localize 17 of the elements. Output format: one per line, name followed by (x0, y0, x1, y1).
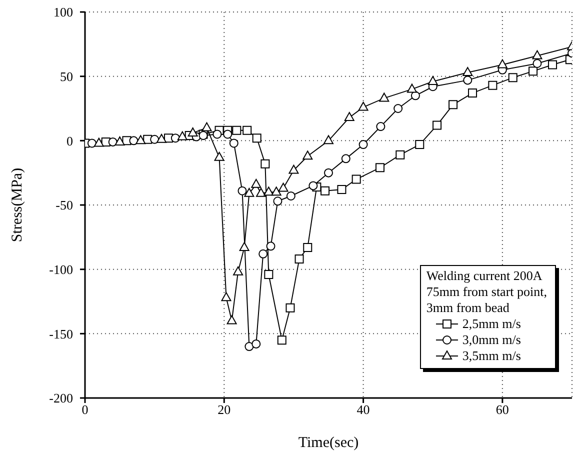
y-tick-label: -100 (49, 262, 73, 277)
legend-label: 2,5mm m/s (462, 316, 521, 332)
x-tick-label: 20 (218, 402, 231, 418)
y-tick-label: -150 (49, 326, 73, 342)
y-tick-label: 100 (54, 4, 73, 20)
legend-label: 3,0mm m/s (462, 332, 521, 348)
x-tick-label: 0 (82, 402, 88, 418)
legend-label: 3,5mm m/s (462, 348, 521, 364)
y-tick-label: -50 (56, 198, 73, 213)
x-tick-label: 40 (356, 402, 370, 418)
y-axis-title: Stress(MPa) (9, 168, 26, 242)
y-tick-label: -200 (49, 390, 73, 406)
x-axis-title: Time(sec) (298, 435, 359, 451)
y-tick-label: 50 (60, 68, 73, 84)
x-tick-label: 60 (496, 402, 509, 418)
y-tick-label: 0 (66, 133, 73, 148)
legend-title: Welding current 200A 75mm from start point, 3mm from bead (426, 268, 547, 316)
